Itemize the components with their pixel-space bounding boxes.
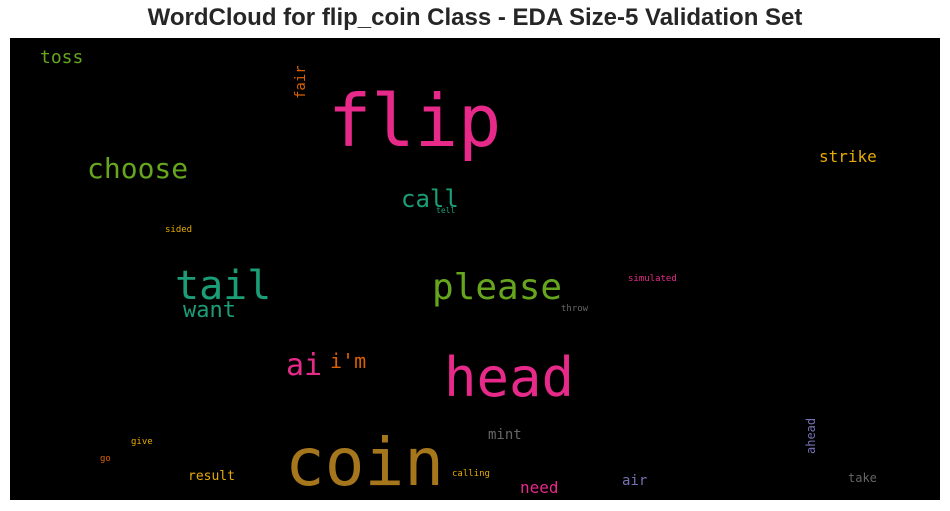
word-sided: sided <box>165 225 193 235</box>
word-coin: coin <box>285 424 444 500</box>
word-toss: toss <box>40 47 84 68</box>
word-go: go <box>100 454 111 464</box>
wordcloud-canvas: coin flip head please tail choose call a… <box>10 38 940 500</box>
word-fair: fair <box>293 65 309 99</box>
word-calling: calling <box>452 469 490 479</box>
word-head: head <box>444 346 575 409</box>
word-tail: tail <box>175 263 272 309</box>
chart-title: WordCloud for flip_coin Class - EDA Size… <box>147 4 803 31</box>
word-give: give <box>131 437 153 447</box>
word-air: air <box>622 473 648 489</box>
word-result: result <box>188 469 235 484</box>
word-want: want <box>183 298 236 323</box>
word-flip: flip <box>328 79 502 163</box>
word-call: call <box>401 185 459 213</box>
word-need: need <box>520 478 559 497</box>
word-tell: tell <box>436 206 456 215</box>
word-please: please <box>432 267 563 308</box>
word-mint: mint <box>488 427 522 443</box>
word-ahead: ahead <box>804 417 818 454</box>
word-strike: strike <box>819 147 877 166</box>
word-im: i'm <box>330 349 367 373</box>
word-ai: ai <box>286 348 323 383</box>
word-choose: choose <box>87 152 189 185</box>
word-take: take <box>848 471 877 485</box>
word-throw: throw <box>561 304 589 314</box>
word-simulated: simulated <box>628 274 677 284</box>
